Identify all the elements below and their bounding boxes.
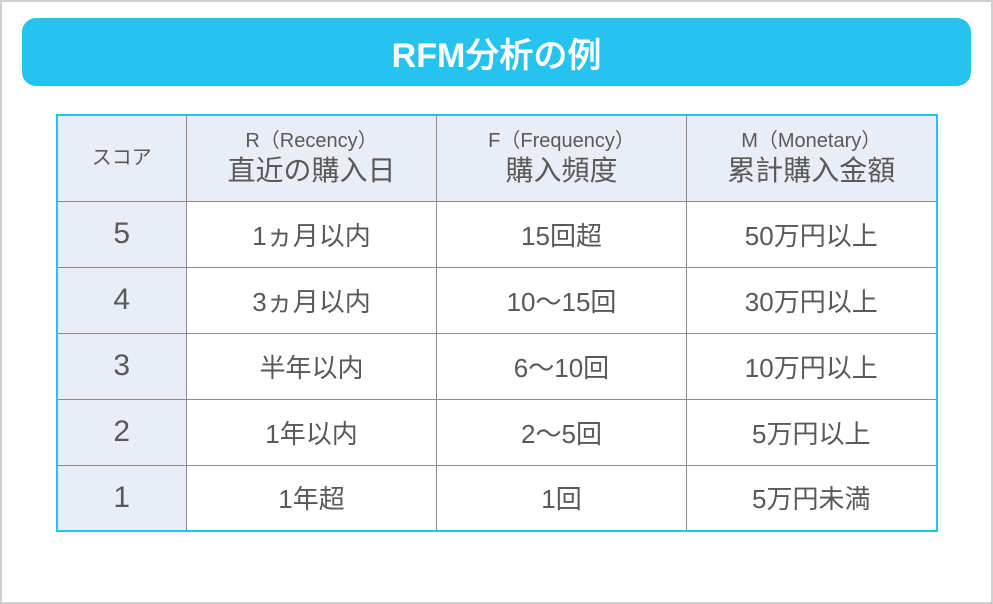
cell-m: 10万円以上 (687, 333, 937, 399)
cell-score: 2 (57, 399, 187, 465)
table-row: 1 1年超 1回 5万円未満 (57, 465, 937, 531)
header-r-main: 直近の購入日 (188, 153, 435, 188)
cell-f: 15回超 (437, 201, 687, 267)
cell-r: 1ヵ月以内 (187, 201, 437, 267)
cell-r: 3ヵ月以内 (187, 267, 437, 333)
table-body: 5 1ヵ月以内 15回超 50万円以上 4 3ヵ月以内 10～15回 30万円以… (57, 201, 937, 531)
header-score: スコア (57, 115, 187, 201)
header-m-main: 累計購入金額 (688, 153, 935, 188)
header-r-sub: R（Recency） (188, 129, 435, 153)
header-row: スコア R（Recency） 直近の購入日 F（Frequency） 購入頻度 … (57, 115, 937, 201)
page-container: RFM分析の例 スコア R（Recency） 直近の購入日 F（Frequenc… (0, 0, 993, 604)
cell-score: 1 (57, 465, 187, 531)
cell-f: 6～10回 (437, 333, 687, 399)
cell-score: 3 (57, 333, 187, 399)
header-m-sub: M（Monetary） (688, 129, 935, 153)
table-wrap: スコア R（Recency） 直近の購入日 F（Frequency） 購入頻度 … (22, 114, 971, 532)
header-r: R（Recency） 直近の購入日 (187, 115, 437, 201)
cell-score: 4 (57, 267, 187, 333)
header-f-main: 購入頻度 (438, 153, 685, 188)
header-f: F（Frequency） 購入頻度 (437, 115, 687, 201)
cell-m: 5万円未満 (687, 465, 937, 531)
table-row: 5 1ヵ月以内 15回超 50万円以上 (57, 201, 937, 267)
header-m: M（Monetary） 累計購入金額 (687, 115, 937, 201)
cell-m: 30万円以上 (687, 267, 937, 333)
rfm-table: スコア R（Recency） 直近の購入日 F（Frequency） 購入頻度 … (56, 114, 938, 532)
cell-f: 1回 (437, 465, 687, 531)
table-row: 2 1年以内 2～5回 5万円以上 (57, 399, 937, 465)
table-head: スコア R（Recency） 直近の購入日 F（Frequency） 購入頻度 … (57, 115, 937, 201)
cell-f: 2～5回 (437, 399, 687, 465)
title-text: RFM分析の例 (392, 28, 602, 77)
cell-score: 5 (57, 201, 187, 267)
header-f-sub: F（Frequency） (438, 129, 685, 153)
header-score-label: スコア (59, 146, 186, 170)
cell-m: 50万円以上 (687, 201, 937, 267)
cell-f: 10～15回 (437, 267, 687, 333)
cell-m: 5万円以上 (687, 399, 937, 465)
cell-r: 1年以内 (187, 399, 437, 465)
cell-r: 半年以内 (187, 333, 437, 399)
cell-r: 1年超 (187, 465, 437, 531)
table-row: 3 半年以内 6～10回 10万円以上 (57, 333, 937, 399)
table-row: 4 3ヵ月以内 10～15回 30万円以上 (57, 267, 937, 333)
title-banner: RFM分析の例 (22, 18, 971, 86)
